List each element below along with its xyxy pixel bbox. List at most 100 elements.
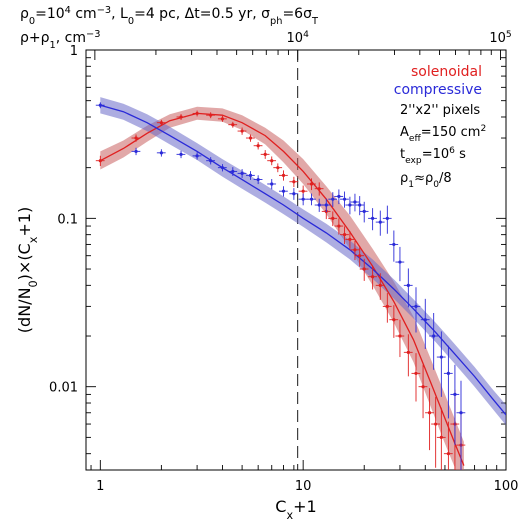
top-tick-label: 105	[489, 30, 511, 46]
data-point-compressive	[253, 175, 263, 185]
model-bands	[100, 97, 506, 470]
annotation-pixels: 2''x2'' pixels	[400, 103, 480, 118]
annotation-area: Aeff=150 cm2	[400, 124, 486, 144]
data-point-compressive	[456, 380, 466, 470]
x-tick-label: 1	[96, 479, 104, 494]
data-point-solenoidal	[403, 334, 413, 377]
data-point-compressive	[389, 230, 399, 262]
data-point-solenoidal	[436, 407, 446, 470]
x-axis-title: Cx+1	[275, 497, 316, 522]
annotation-density: ρ1≈ρ0/8	[400, 171, 452, 190]
data-point-compressive	[206, 157, 215, 165]
data-point-solenoidal	[228, 121, 238, 128]
data-point-solenoidal	[359, 258, 369, 281]
data-point-solenoidal	[368, 265, 377, 290]
data-point-solenoidal	[418, 364, 428, 419]
data-point-compressive	[192, 152, 202, 160]
data-point-compressive	[156, 149, 166, 157]
data-point-compressive	[403, 268, 413, 308]
data-point-solenoidal	[267, 156, 277, 166]
data-point-compressive	[289, 188, 299, 200]
data-point-compressive	[245, 171, 255, 180]
data-point-solenoidal	[278, 170, 288, 181]
data-point-solenoidal	[350, 240, 360, 261]
data-point-solenoidal	[176, 114, 186, 120]
data-point-solenoidal	[345, 231, 355, 249]
data-point-compressive	[368, 208, 377, 231]
model-line-solenoidal	[99, 112, 465, 466]
data-points	[95, 102, 466, 470]
model-lines	[99, 104, 506, 466]
data-point-compressive	[355, 196, 364, 216]
data-point-solenoidal	[217, 115, 227, 122]
data-point-compressive	[450, 364, 460, 446]
data-point-solenoidal	[395, 319, 405, 358]
data-point-solenoidal	[355, 246, 364, 267]
data-point-compressive	[340, 191, 349, 208]
y-tick-label: 0.01	[49, 381, 78, 396]
data-point-compressive	[420, 298, 430, 349]
tick-labels: 1 10 100 0.01 0.1 1 104 105	[49, 30, 518, 494]
data-point-compressive	[443, 345, 453, 419]
chart-header: ρ0=104 cm−3, L0=4 pc, Δt=0.5 yr, σph=6σT	[20, 5, 319, 27]
data-point-solenoidal	[443, 421, 453, 470]
data-point-solenoidal	[273, 163, 283, 173]
data-point-solenoidal	[156, 119, 166, 126]
data-point-compressive	[217, 164, 227, 172]
data-point-compressive	[350, 193, 360, 212]
data-point-compressive	[345, 196, 355, 215]
data-point-compressive	[411, 287, 421, 333]
data-point-solenoidal	[260, 150, 270, 159]
data-point-compressive	[237, 169, 247, 178]
data-point-solenoidal	[307, 178, 316, 191]
data-point-solenoidal	[431, 396, 440, 468]
data-point-solenoidal	[192, 110, 202, 117]
data-point-solenoidal	[382, 293, 392, 323]
axis-ticks	[86, 49, 507, 470]
data-point-solenoidal	[253, 142, 263, 150]
x-tick-label: 100	[494, 479, 519, 494]
data-point-solenoidal	[314, 182, 324, 196]
data-point-compressive	[395, 246, 405, 282]
data-point-solenoidal	[245, 134, 255, 142]
data-point-solenoidal	[425, 388, 434, 451]
legend-solenoidal: solenoidal	[411, 64, 482, 80]
model-line-compressive	[100, 104, 506, 416]
data-point-solenoidal	[411, 353, 421, 402]
data-point-solenoidal	[334, 218, 344, 235]
data-point-compressive	[359, 201, 369, 223]
data-point-compressive	[228, 167, 238, 176]
annotation-exposure: texp=106 s	[400, 146, 466, 166]
data-point-compressive	[176, 150, 186, 159]
annotations: 2''x2'' pixels Aeff=150 cm2 texp=106 s ρ…	[400, 103, 486, 190]
data-point-compressive	[278, 186, 288, 197]
y-tick-label: 0.1	[57, 212, 78, 227]
data-point-solenoidal	[95, 155, 105, 167]
top-tick-label: 104	[287, 30, 310, 46]
y-tick-label: 1	[70, 44, 78, 59]
data-point-compressive	[321, 198, 331, 212]
data-point-solenoidal	[389, 305, 399, 338]
legend: solenoidal compressive	[394, 64, 482, 98]
data-point-compressive	[267, 179, 277, 190]
top-axis-label: ρ+ρ1, cm−3	[20, 29, 100, 51]
data-point-solenoidal	[340, 226, 349, 245]
x-tick-label: 10	[295, 479, 312, 494]
data-point-compressive	[328, 192, 338, 207]
data-point-compressive	[131, 147, 141, 156]
data-point-compressive	[375, 210, 385, 236]
data-point-solenoidal	[206, 112, 215, 119]
data-point-solenoidal	[328, 211, 338, 227]
data-point-compressive	[436, 331, 446, 397]
data-point-compressive	[334, 189, 344, 205]
data-point-compressive	[429, 312, 438, 370]
data-point-compressive	[298, 193, 308, 206]
plot-frame	[85, 49, 507, 471]
data-point-solenoidal	[131, 134, 141, 142]
y-axis-title: (dN/N0)×(Cx+1)	[15, 207, 40, 333]
data-point-compressive	[307, 193, 316, 206]
data-point-solenoidal	[375, 273, 385, 300]
legend-compressive: compressive	[394, 82, 482, 98]
data-point-compressive	[382, 205, 392, 234]
